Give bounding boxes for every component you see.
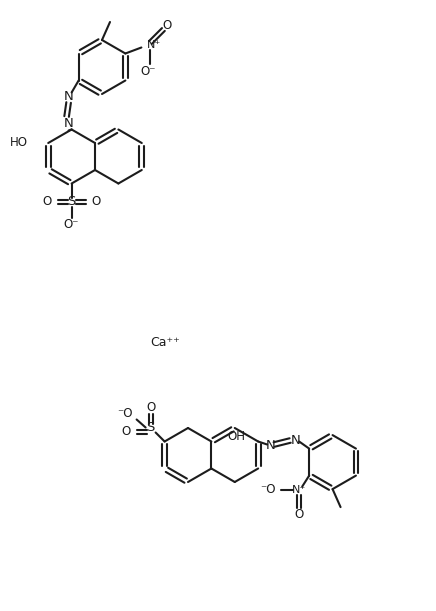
- Text: N: N: [64, 117, 74, 130]
- Text: O⁻: O⁻: [64, 218, 79, 231]
- Text: S: S: [68, 195, 76, 208]
- Text: OH: OH: [228, 430, 245, 443]
- Text: N: N: [290, 434, 300, 447]
- Text: O: O: [92, 195, 101, 208]
- Text: N: N: [64, 90, 74, 103]
- Text: N⁺: N⁺: [292, 485, 307, 494]
- Text: O: O: [163, 19, 172, 32]
- Text: Ca⁺⁺: Ca⁺⁺: [150, 335, 180, 348]
- Text: S: S: [146, 421, 155, 434]
- Text: N: N: [265, 439, 275, 452]
- Text: N⁺: N⁺: [146, 40, 160, 51]
- Text: O: O: [42, 195, 51, 208]
- Text: O⁻: O⁻: [141, 65, 156, 78]
- Text: ⁻O: ⁻O: [117, 407, 133, 420]
- Text: O: O: [121, 425, 131, 438]
- Text: O: O: [295, 508, 304, 521]
- Text: HO: HO: [10, 136, 28, 150]
- Text: O: O: [146, 401, 155, 414]
- Text: ⁻O: ⁻O: [261, 483, 276, 496]
